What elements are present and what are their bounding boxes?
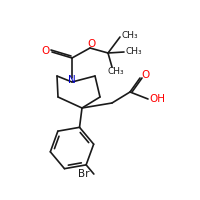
Text: N: N [68,75,76,85]
Text: CH₃: CH₃ [122,30,138,40]
Text: CH₃: CH₃ [126,47,142,56]
Text: O: O [42,46,50,56]
Text: O: O [88,39,96,49]
Text: O: O [141,70,149,80]
Text: CH₃: CH₃ [108,68,124,76]
Text: OH: OH [149,94,165,104]
Text: Br: Br [78,169,90,179]
